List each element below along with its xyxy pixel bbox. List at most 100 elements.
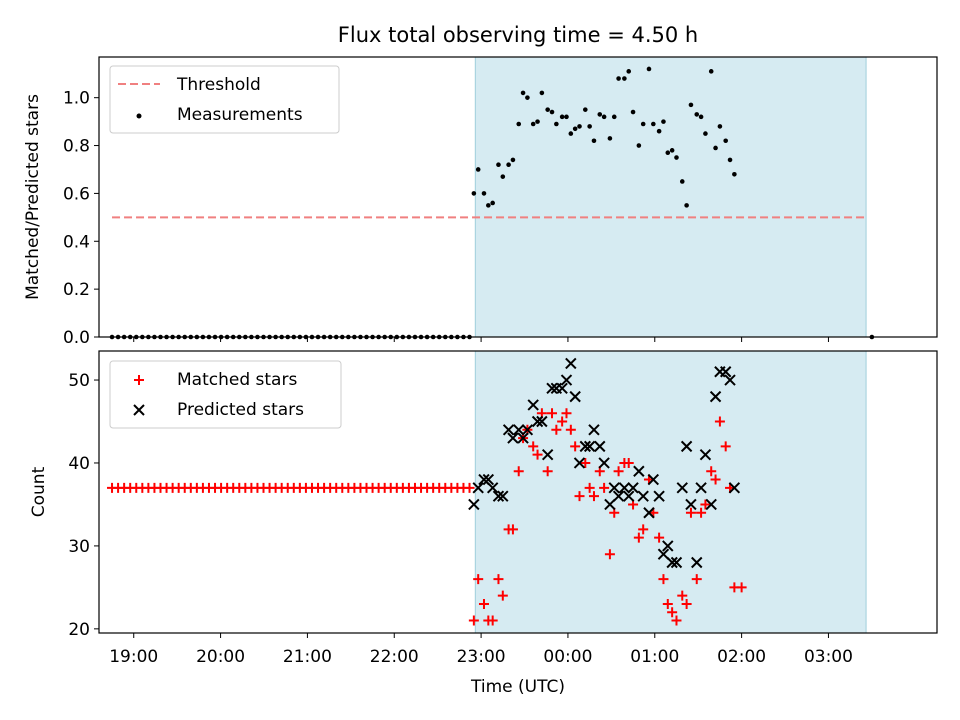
measurement-point: [630, 109, 636, 115]
matched-star-point: [557, 416, 568, 427]
matched-star-point: [633, 532, 644, 543]
matched-star-point: [565, 424, 576, 435]
predicted-star-point: [541, 448, 554, 461]
matched-star-point: [478, 598, 489, 609]
predicted-star-point: [633, 465, 645, 477]
predicted-star-point: [482, 473, 495, 486]
predicted-star-point: [497, 490, 509, 502]
matched-star-point: [681, 598, 692, 609]
predicted-star-point: [472, 482, 484, 494]
matched-star-point: [714, 416, 725, 427]
predicted-star-point: [573, 457, 586, 469]
predicted-star-point: [719, 366, 732, 378]
legend-measurements-label: Measurements: [177, 105, 303, 125]
matched-star-point: [580, 457, 591, 468]
matched-star-point: [700, 499, 711, 510]
y-tick-label: 0.8: [63, 137, 90, 157]
matched-star-point: [691, 574, 702, 585]
measurement-point: [674, 155, 679, 160]
top-legend-box: [109, 65, 340, 134]
x-tick-label: 22:00: [370, 647, 419, 667]
matched-star-point: [542, 466, 553, 477]
predicted-star-point: [680, 440, 693, 453]
matched-star-point: [493, 574, 504, 585]
matched-star-point: [613, 466, 624, 477]
x-tick-label: 00:00: [543, 647, 592, 667]
top-shaded-region: [474, 56, 867, 338]
top-y-axis-label: Matched/Predicted stars: [23, 94, 43, 300]
matched-star-point: [696, 507, 707, 518]
matched-star-point: [667, 607, 678, 618]
measurement-point: [500, 174, 506, 179]
measurement-point: [554, 121, 559, 127]
predicted-star-point: [527, 399, 539, 411]
measurement-point: [703, 131, 708, 136]
measurement-point: [708, 69, 714, 74]
legend-predicted-label: Predicted stars: [177, 400, 304, 420]
x-tick-label: 19:00: [109, 647, 158, 667]
bottom-x-ticks: 19:00 20:00 21:00 22:00 23:00 00:00 01:00 02:00…: [109, 633, 853, 667]
predicted-star-point: [478, 473, 490, 486]
measurement-point: [665, 150, 671, 156]
measurement-point: [651, 121, 656, 127]
measurement-point: [475, 167, 481, 172]
measurement-point: [520, 90, 526, 96]
predicted-star-point: [608, 482, 620, 494]
measurement-point: [669, 148, 675, 153]
measurement-point: [679, 179, 685, 184]
matched-star-point: [720, 441, 731, 452]
predicted-star-point: [531, 415, 544, 428]
y-tick-label: 0.6: [63, 184, 90, 204]
bottom-legend-box: [109, 360, 342, 429]
predicted-star-point: [560, 374, 573, 386]
matched-star-point: [654, 532, 665, 543]
measurement-point: [656, 128, 662, 134]
predicted-star-point: [517, 432, 529, 444]
matched-star-point: [710, 474, 721, 485]
measurement-point: [636, 143, 642, 148]
x-tick-label: 21:00: [283, 647, 332, 667]
measurement-point: [727, 157, 733, 163]
predicted-star-point: [643, 507, 655, 519]
bottom-y-ticks: 20 30 40 50: [68, 371, 99, 640]
y-tick-label: 20: [68, 620, 90, 640]
predicted-star-point: [536, 415, 548, 428]
predicted-star-point: [507, 432, 519, 444]
predicted-star-point: [583, 440, 596, 453]
bottom-shaded-region: [474, 350, 867, 634]
measurement-point: [471, 191, 477, 196]
matched-star-point: [671, 615, 682, 626]
measurement-point: [698, 114, 704, 120]
predicted-star-point: [612, 490, 625, 502]
matched-star-point: [706, 466, 717, 477]
measurement-point: [535, 119, 540, 124]
legend-matched-label: Matched stars: [177, 370, 297, 390]
matched-star-point: [513, 466, 524, 477]
bottom-axes-frame: [98, 350, 938, 634]
measurement-point: [572, 126, 578, 132]
top-panel: 0.0 0.2 0.4 0.6 0.8 1.0 Matched/Predicted sta…: [23, 56, 938, 348]
measurement-point: [611, 114, 617, 120]
measurement-point: [577, 124, 582, 129]
predicted-star-point: [594, 440, 606, 453]
measurement-point: [539, 90, 545, 96]
matched-star-point: [528, 441, 539, 452]
predicted-star-point: [653, 490, 665, 502]
predicted-star-point: [546, 382, 558, 395]
predicted-star-point: [588, 424, 600, 436]
measurement-point: [490, 200, 495, 206]
y-tick-label: 1.0: [63, 89, 90, 109]
matched-star-point: [685, 507, 696, 518]
predicted-star-point: [618, 482, 631, 494]
matched-star-point: [574, 491, 585, 502]
matched-star-point: [473, 574, 484, 585]
top-axes-frame: [98, 56, 938, 338]
predicted-star-point: [691, 556, 703, 569]
predicted-star-point: [513, 424, 525, 436]
matched-star-point: [561, 408, 572, 419]
predicted-star-point: [724, 374, 736, 386]
legend-x-mark: [133, 404, 145, 416]
measurement-point: [622, 76, 627, 81]
x-tick-label: 03:00: [804, 647, 853, 667]
